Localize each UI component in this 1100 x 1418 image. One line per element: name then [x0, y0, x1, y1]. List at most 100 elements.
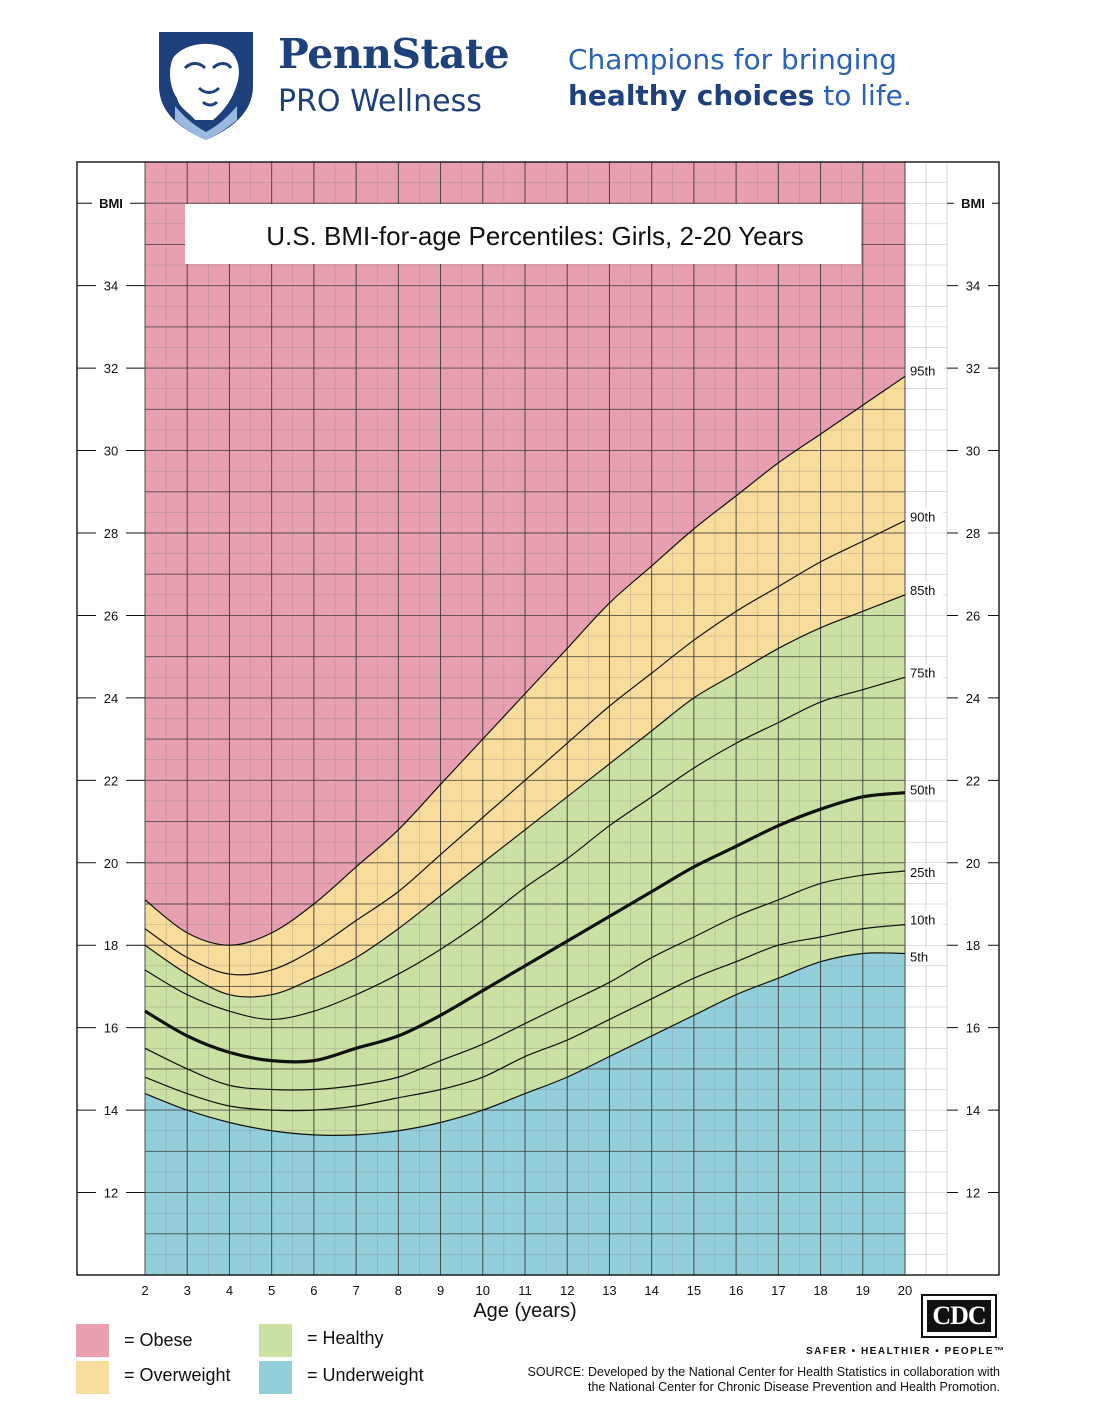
- percentile-label-25th: 25th: [910, 865, 935, 880]
- x-tick-label: 2: [141, 1283, 148, 1298]
- x-tick-label: 19: [856, 1283, 870, 1298]
- y-tick-bg-left: [96, 771, 126, 790]
- y-tick-bg-left: [96, 441, 126, 460]
- y-tick-label-right: 20: [966, 856, 980, 871]
- y-axis-title-left: BMI: [99, 196, 123, 211]
- chart-title-box: [185, 204, 861, 264]
- percentile-curve-50th: [144, 791, 906, 1064]
- y-tick-bg-left: [96, 1101, 126, 1120]
- x-tick-label: 8: [395, 1283, 402, 1298]
- percentile-curve-75th: [144, 676, 906, 1021]
- percentile-curve-85th: [144, 594, 906, 998]
- legend-swatch-obese: [76, 1324, 109, 1357]
- source-note: SOURCE: Developed by the National Center…: [480, 1365, 1000, 1395]
- legend-label-underweight: = Underweight: [307, 1365, 424, 1385]
- x-tick-label: 16: [729, 1283, 743, 1298]
- legend-swatch-healthy: [259, 1324, 292, 1357]
- y-tick-bg-right: [958, 524, 988, 542]
- y-tick-bg-right: [958, 853, 988, 872]
- x-tick-label: 12: [560, 1283, 574, 1298]
- y-tick-bg-left: [96, 606, 126, 625]
- y-tick-label-left: 22: [104, 773, 118, 788]
- percentile-label-10th: 10th: [910, 913, 935, 928]
- x-tick-label: 15: [687, 1283, 701, 1298]
- percentile-curve-95th: [144, 375, 906, 946]
- bmi-header-bg: [954, 194, 992, 213]
- y-tick-bg-left: [96, 1018, 126, 1037]
- legend-swatch-underweight: [259, 1361, 292, 1394]
- y-tick-bg-right: [958, 359, 988, 378]
- percentile-curve-90th: [144, 520, 906, 976]
- percentile-label-bg: [907, 362, 943, 379]
- cdc-slogan: SAFER • HEALTHIER • PEOPLE™: [806, 1346, 1006, 1357]
- source-line2: the National Center for Chronic Disease …: [587, 1380, 1000, 1394]
- percentile-label-50th: 50th: [910, 783, 935, 798]
- y-tick-label-left: 34: [104, 279, 118, 294]
- tagline-line2: healthy choices to life.: [568, 78, 912, 114]
- percentile-curve-25th: [144, 870, 906, 1091]
- y-tick-label-left: 18: [104, 938, 118, 953]
- x-tick-label: 3: [184, 1283, 191, 1298]
- y-tick-bg-right: [958, 771, 988, 790]
- x-axis-label: Age (years): [473, 1300, 576, 1322]
- x-tick-label: 7: [352, 1283, 359, 1298]
- brand-name: PennState: [278, 30, 510, 78]
- legend-label-overweight: = Overweight: [124, 1365, 231, 1385]
- x-tick-label: 9: [437, 1283, 444, 1298]
- y-tick-bg-left: [96, 853, 126, 872]
- y-tick-bg-left: [96, 524, 126, 542]
- y-tick-bg-right: [958, 276, 988, 295]
- y-tick-label-right: 34: [966, 279, 980, 294]
- y-tick-label-right: 18: [966, 938, 980, 953]
- y-tick-label-left: 20: [104, 856, 118, 871]
- y-tick-label-left: 32: [104, 361, 118, 376]
- percentile-label-bg: [907, 581, 943, 598]
- y-tick-label-right: 22: [966, 773, 980, 788]
- percentile-label-85th: 85th: [910, 583, 935, 598]
- y-tick-bg-left: [96, 359, 126, 378]
- percentile-label-5th: 5th: [910, 949, 928, 964]
- percentile-label-bg: [907, 911, 943, 928]
- y-tick-label-right: 14: [966, 1103, 980, 1118]
- chart-title: U.S. BMI-for-age Percentiles: Girls, 2-2…: [266, 221, 804, 251]
- x-tick-label: 5: [268, 1283, 275, 1298]
- y-tick-bg-right: [958, 606, 988, 625]
- y-tick-label-left: 30: [104, 444, 118, 459]
- cdc-logo-text: CDC: [927, 1300, 991, 1332]
- tagline-line1: Champions for bringing: [568, 43, 897, 76]
- percentile-curves: [144, 375, 906, 1136]
- y-tick-bg-left: [96, 936, 126, 955]
- y-tick-bg-right: [958, 936, 988, 955]
- chart-border: [76, 161, 1000, 1276]
- y-tick-label-right: 16: [966, 1021, 980, 1036]
- y-tick-bg-left: [96, 276, 126, 295]
- y-tick-label-left: 12: [104, 1186, 118, 1201]
- y-tick-label-left: 28: [104, 526, 118, 541]
- y-tick-bg-right: [958, 1183, 988, 1202]
- y-tick-label-left: 26: [104, 608, 118, 623]
- x-tick-label: 18: [813, 1283, 827, 1298]
- y-axis-title-right: BMI: [961, 196, 985, 211]
- y-tick-bg-left: [96, 1183, 126, 1202]
- y-tick-label-right: 26: [966, 608, 980, 623]
- y-tick-label-left: 24: [104, 691, 118, 706]
- tagline-bold: healthy choices: [568, 79, 815, 112]
- x-tick-label: 14: [644, 1283, 658, 1298]
- legend-label-healthy: = Healthy: [307, 1328, 384, 1348]
- nittany-lion-shield-logo: [159, 32, 253, 140]
- x-tick-label: 4: [226, 1283, 233, 1298]
- percentile-label-bg: [907, 781, 943, 798]
- percentile-label-bg: [907, 864, 943, 881]
- legend-label-obese: = Obese: [124, 1330, 193, 1350]
- percentile-label-bg: [907, 664, 943, 681]
- y-tick-bg-right: [958, 1018, 988, 1037]
- percentile-label-95th: 95th: [910, 363, 935, 378]
- y-tick-label-right: 30: [966, 444, 980, 459]
- x-tick-label: 17: [771, 1283, 785, 1298]
- y-tick-bg-left: [96, 688, 126, 707]
- percentile-curve-5th: [144, 952, 906, 1136]
- chart-frame: [76, 161, 1000, 1276]
- x-tick-label: 20: [898, 1283, 912, 1298]
